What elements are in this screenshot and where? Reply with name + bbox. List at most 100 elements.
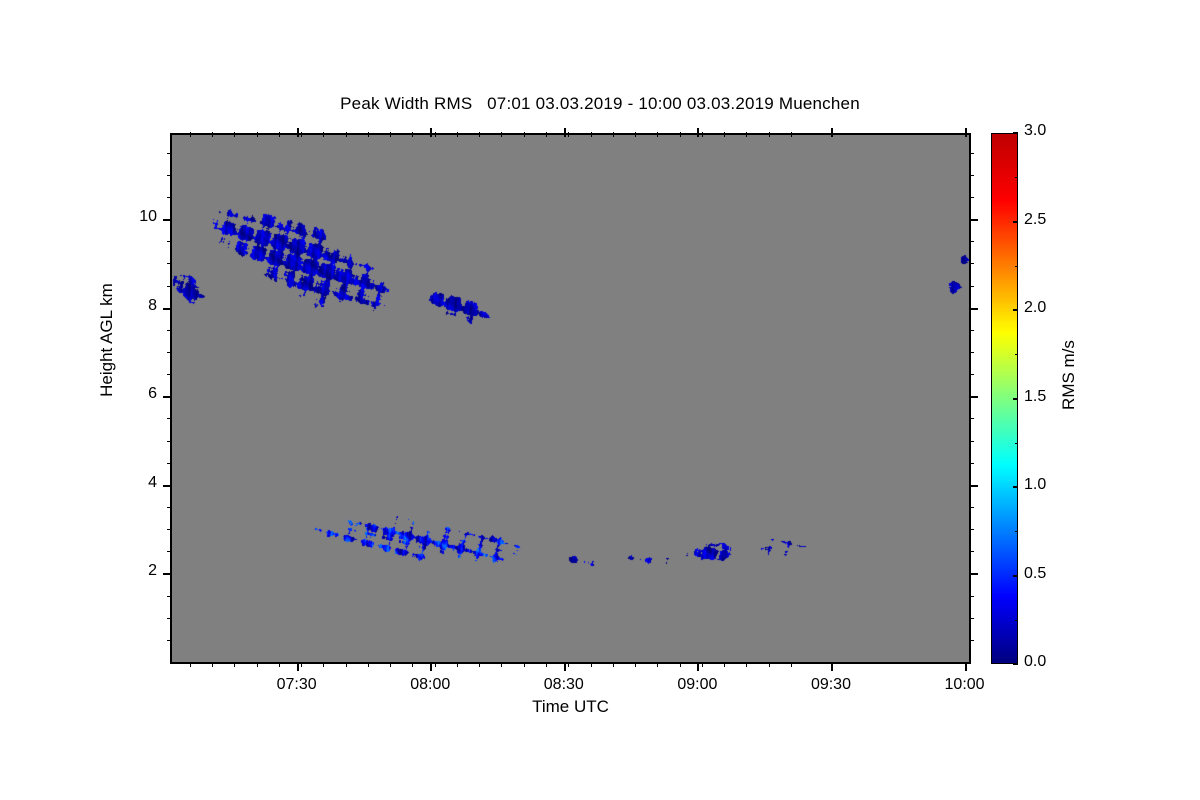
x-minor-tick-top — [412, 132, 414, 137]
y-minor-tick — [167, 617, 172, 619]
x-minor-tick — [212, 662, 214, 667]
x-minor-tick-top — [479, 132, 481, 137]
colorbar-tick-label: 0.5 — [1024, 564, 1047, 582]
x-minor-tick — [412, 662, 414, 667]
colorbar-tick-label: 3.0 — [1024, 122, 1047, 139]
colorbar-tick-label: 2.0 — [1024, 299, 1047, 316]
y-major-tick — [163, 396, 172, 399]
x-minor-tick — [256, 662, 258, 667]
colorbar-minor-tick — [1015, 354, 1018, 356]
y-minor-tick — [167, 329, 172, 331]
x-minor-tick — [189, 662, 191, 667]
y-tick-label: 8 — [148, 296, 157, 314]
x-minor-tick — [568, 662, 570, 667]
colorbar-tick — [1013, 663, 1018, 665]
x-tick-label: 09:30 — [810, 676, 851, 693]
y-tick-label: 4 — [148, 473, 157, 491]
y-minor-tick — [167, 241, 172, 243]
x-minor-tick — [590, 662, 592, 667]
y-minor-tick — [167, 285, 172, 287]
x-major-tick-top — [964, 128, 967, 137]
colorbar-minor-tick — [1015, 619, 1018, 621]
x-minor-tick-top — [568, 132, 570, 137]
x-major-tick-top — [296, 128, 299, 137]
x-minor-tick-top — [345, 132, 347, 137]
y-minor-tick-right — [969, 329, 974, 331]
x-major-tick — [830, 662, 833, 671]
colorbar-tick-label: 1.0 — [1024, 476, 1047, 493]
x-minor-tick — [635, 662, 637, 667]
x-minor-tick — [390, 662, 392, 667]
x-minor-tick-top — [501, 132, 503, 137]
x-minor-tick-top — [390, 132, 392, 137]
x-minor-tick — [345, 662, 347, 667]
x-minor-tick — [501, 662, 503, 667]
x-minor-tick-top — [523, 132, 525, 137]
x-major-tick-top — [563, 128, 566, 137]
x-tick-label: 08:00 — [410, 676, 451, 693]
x-minor-tick-top — [434, 132, 436, 137]
x-tick-label: 07:30 — [276, 676, 317, 693]
colorbar — [991, 133, 1018, 664]
x-minor-tick-top — [323, 132, 325, 137]
x-minor-tick — [301, 662, 303, 667]
y-major-tick-right — [969, 573, 978, 576]
heatmap-data-layer — [172, 135, 969, 662]
x-minor-tick-top — [189, 132, 191, 137]
y-minor-tick — [167, 352, 172, 353]
colorbar-label: RMS m/s — [1059, 340, 1078, 410]
y-minor-tick-right — [969, 639, 974, 641]
colorbar-minor-tick — [1015, 265, 1018, 267]
colorbar-tick — [1013, 397, 1018, 400]
x-tick-label: 10:00 — [944, 676, 985, 693]
x-tick-label: 09:00 — [677, 676, 718, 693]
y-minor-tick — [167, 639, 172, 641]
y-minor-tick — [167, 197, 172, 198]
colorbar-tick-label: 0.0 — [1024, 653, 1047, 670]
colorbar-tick — [1013, 309, 1018, 311]
y-minor-tick — [167, 174, 172, 176]
y-minor-tick-right — [969, 418, 974, 420]
x-minor-tick — [434, 662, 436, 667]
x-minor-tick-top — [724, 132, 726, 137]
y-minor-tick-right — [969, 507, 974, 508]
x-minor-tick-top — [546, 132, 547, 137]
x-minor-tick-top — [768, 132, 770, 137]
x-minor-tick — [456, 662, 458, 667]
y-minor-tick — [167, 440, 172, 442]
colorbar-minor-tick — [1015, 531, 1018, 533]
y-minor-tick-right — [969, 462, 974, 464]
y-minor-tick — [167, 595, 172, 597]
y-minor-tick — [167, 263, 172, 265]
x-minor-tick — [679, 662, 681, 667]
x-minor-tick — [234, 662, 236, 667]
x-major-tick — [964, 662, 967, 671]
y-minor-tick — [167, 418, 172, 420]
colorbar-minor-tick — [1015, 177, 1018, 179]
x-minor-tick — [479, 662, 481, 667]
colorbar-tick — [1013, 574, 1018, 577]
y-minor-tick-right — [969, 352, 974, 353]
colorbar-tick-label: 2.5 — [1024, 210, 1047, 228]
x-minor-tick — [612, 662, 614, 667]
colorbar-tick — [1013, 132, 1018, 134]
x-minor-tick — [790, 662, 792, 667]
colorbar-minor-tick — [1015, 442, 1018, 444]
x-axis-label: Time UTC — [532, 697, 609, 716]
y-minor-tick — [167, 507, 172, 508]
x-minor-tick-top — [701, 132, 703, 137]
x-minor-tick-top — [301, 132, 303, 137]
y-minor-tick — [167, 462, 172, 464]
y-minor-tick-right — [969, 152, 974, 154]
y-minor-tick-right — [969, 595, 974, 597]
x-minor-tick — [768, 662, 770, 667]
x-minor-tick-top — [234, 132, 236, 137]
y-major-tick-right — [969, 484, 978, 487]
x-major-tick-top — [430, 128, 433, 137]
y-minor-tick-right — [969, 551, 974, 553]
x-minor-tick-top — [256, 132, 258, 137]
x-major-tick-top — [830, 128, 833, 137]
y-minor-tick — [167, 551, 172, 553]
colorbar-tick — [1013, 220, 1018, 223]
y-major-tick-right — [969, 307, 978, 310]
